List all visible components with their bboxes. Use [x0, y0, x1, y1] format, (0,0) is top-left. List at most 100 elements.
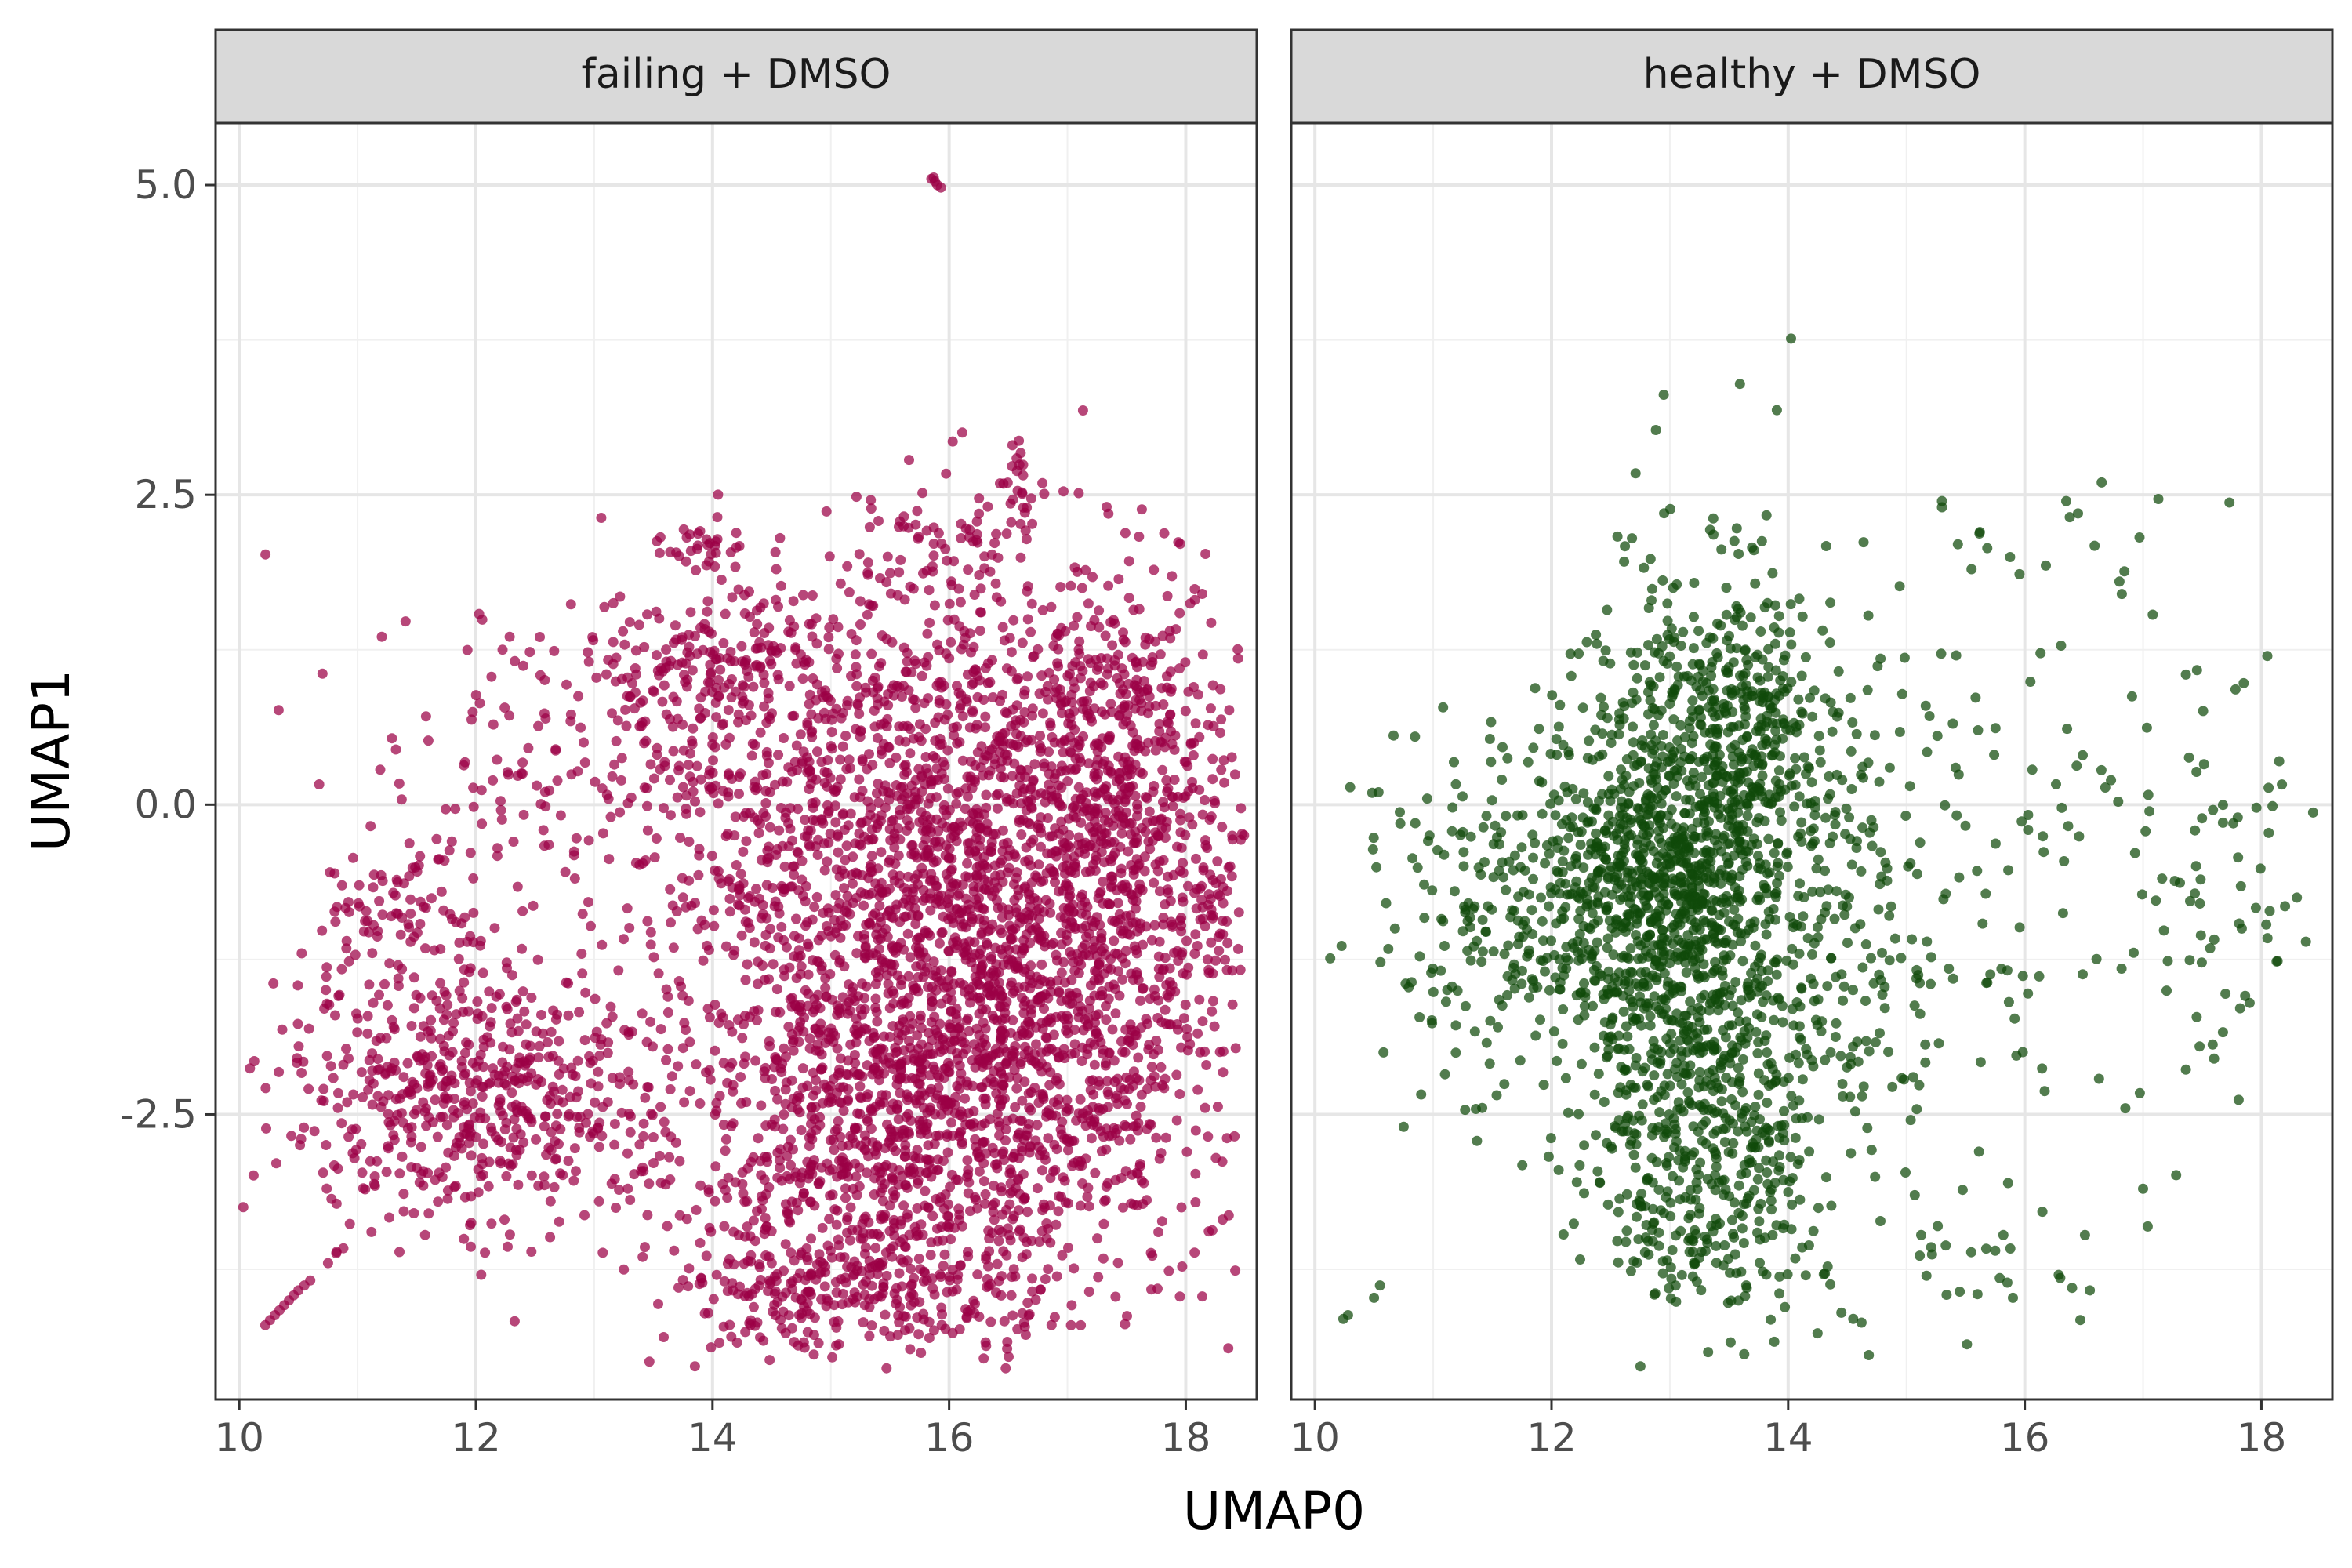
data-point [842, 561, 853, 572]
data-point [1073, 488, 1084, 499]
data-point [1218, 1067, 1229, 1078]
data-point [922, 628, 933, 639]
data-point [501, 1171, 512, 1181]
data-point [398, 1189, 409, 1200]
data-point [1049, 1312, 1060, 1323]
data-point [1035, 746, 1046, 757]
data-point [1209, 1021, 1220, 1032]
data-point [1021, 929, 1032, 940]
data-point [1230, 1043, 1241, 1054]
data-point [1137, 768, 1148, 779]
data-point [365, 821, 376, 832]
data-point [911, 1231, 922, 1242]
data-point [780, 1239, 791, 1250]
data-point [1066, 950, 1077, 961]
data-point [1018, 942, 1029, 953]
data-point [885, 788, 895, 799]
data-point [646, 1109, 657, 1119]
data-point [1051, 1271, 1062, 1282]
data-point [1066, 720, 1077, 731]
data-point [924, 585, 935, 596]
data-point [816, 931, 827, 941]
data-point [964, 848, 975, 858]
data-point [622, 1183, 633, 1194]
data-point [854, 774, 865, 785]
data-point [1017, 637, 1028, 648]
data-point [852, 1123, 863, 1134]
data-point [992, 1015, 1003, 1026]
data-point [792, 846, 803, 857]
data-point [884, 855, 895, 866]
data-point [604, 854, 615, 865]
data-point [877, 927, 888, 938]
data-point [456, 1143, 467, 1154]
data-point [948, 722, 959, 733]
data-point [1011, 1083, 1022, 1094]
data-point [1069, 562, 1080, 573]
data-point [1144, 1040, 1155, 1051]
data-point [817, 1222, 828, 1233]
data-point [426, 1051, 437, 1062]
data-point [583, 897, 593, 908]
data-point [590, 1097, 601, 1108]
data-point [1120, 1166, 1131, 1177]
data-point [1069, 965, 1080, 976]
data-point [1052, 628, 1063, 639]
data-point [404, 838, 415, 849]
data-point [771, 1054, 782, 1065]
data-point [467, 1058, 478, 1069]
data-point [851, 492, 862, 503]
data-point [742, 1287, 753, 1298]
data-point [1116, 828, 1127, 839]
data-point [1152, 829, 1163, 840]
data-point [466, 1150, 477, 1161]
data-point [990, 942, 1001, 953]
data-point [659, 1332, 669, 1342]
data-point [616, 1107, 627, 1118]
data-point [1206, 937, 1217, 948]
data-point [545, 1196, 556, 1207]
data-point [774, 908, 785, 919]
data-point [1200, 1046, 1210, 1057]
data-point [875, 1167, 886, 1178]
data-point [776, 921, 787, 932]
data-point [886, 912, 897, 923]
data-point [975, 996, 986, 1007]
data-point [390, 744, 401, 755]
data-point [960, 1044, 971, 1054]
data-point [934, 938, 945, 949]
data-point [1006, 1290, 1017, 1301]
data-point [758, 1335, 769, 1346]
data-point [622, 903, 633, 914]
data-point [964, 1177, 975, 1188]
data-point [927, 996, 938, 1007]
data-point [552, 775, 563, 786]
data-point [775, 580, 786, 591]
data-point [1045, 717, 1056, 728]
data-point [318, 1167, 328, 1178]
data-point [879, 718, 890, 729]
data-point [552, 1109, 563, 1120]
data-point [922, 1118, 933, 1129]
data-point [573, 691, 584, 702]
data-point [1190, 1197, 1201, 1207]
data-point [797, 1063, 808, 1074]
data-point [303, 1023, 314, 1034]
data-point [1033, 822, 1044, 833]
data-point [822, 800, 833, 811]
data-point [796, 961, 807, 972]
data-point [1085, 840, 1096, 851]
data-point [881, 1363, 892, 1374]
data-point [720, 1145, 731, 1156]
data-point [963, 1108, 974, 1119]
data-point [664, 1152, 675, 1163]
data-point [1120, 1319, 1131, 1330]
data-point [374, 895, 385, 906]
data-point [1039, 1004, 1049, 1014]
data-point [860, 941, 871, 952]
data-point [975, 583, 986, 594]
data-point [439, 1046, 450, 1057]
data-point [368, 997, 379, 1008]
data-point [996, 927, 1007, 938]
data-point [830, 1276, 841, 1287]
